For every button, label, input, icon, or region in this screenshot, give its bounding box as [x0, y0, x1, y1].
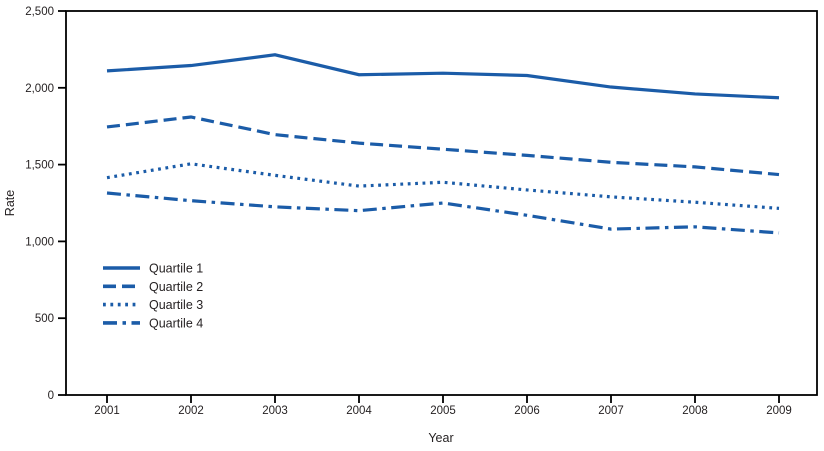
y-tick-label: 2,500	[25, 6, 54, 18]
x-axis-title: Year	[428, 431, 453, 445]
axes-layer: 0 500 1,000 1,500 2,000 2,500 2001 2002 2003 2004…	[25, 6, 818, 417]
legend-label: Quartile 1	[149, 262, 203, 276]
legend-label: Quartile 3	[149, 298, 203, 312]
series-line-dashed	[106, 115, 780, 177]
x-tick-label: 2008	[682, 405, 708, 417]
legend-label: Quartile 2	[149, 280, 203, 294]
x-tick-label: 2009	[766, 405, 792, 417]
y-tick-label: 1,000	[25, 236, 54, 248]
x-tick-label: 2002	[178, 405, 204, 417]
x-tick-label: 2005	[430, 405, 456, 417]
x-tick-label: 2007	[598, 405, 624, 417]
legend-layer: Quartile 1 Quartile 2 Quartile 3 Quartile 4	[103, 262, 203, 330]
y-axis-title: Rate	[3, 190, 17, 216]
series-line-solid	[106, 53, 780, 100]
x-tick-label: 2006	[514, 405, 540, 417]
y-tick-label: 1,500	[25, 160, 54, 172]
legend-label: Quartile 4	[149, 316, 203, 330]
x-tick-label: 2004	[346, 405, 372, 417]
plot-border	[65, 10, 818, 396]
x-tick-label: 2003	[262, 405, 288, 417]
series-line-dashdot	[106, 191, 780, 235]
y-tick-label: 2,000	[25, 83, 54, 95]
y-tick-label: 0	[48, 390, 54, 402]
y-tick-label: 500	[35, 313, 54, 325]
x-tick-label: 2001	[94, 405, 120, 417]
series-layer	[106, 53, 780, 235]
series-line-dotted	[106, 162, 780, 210]
